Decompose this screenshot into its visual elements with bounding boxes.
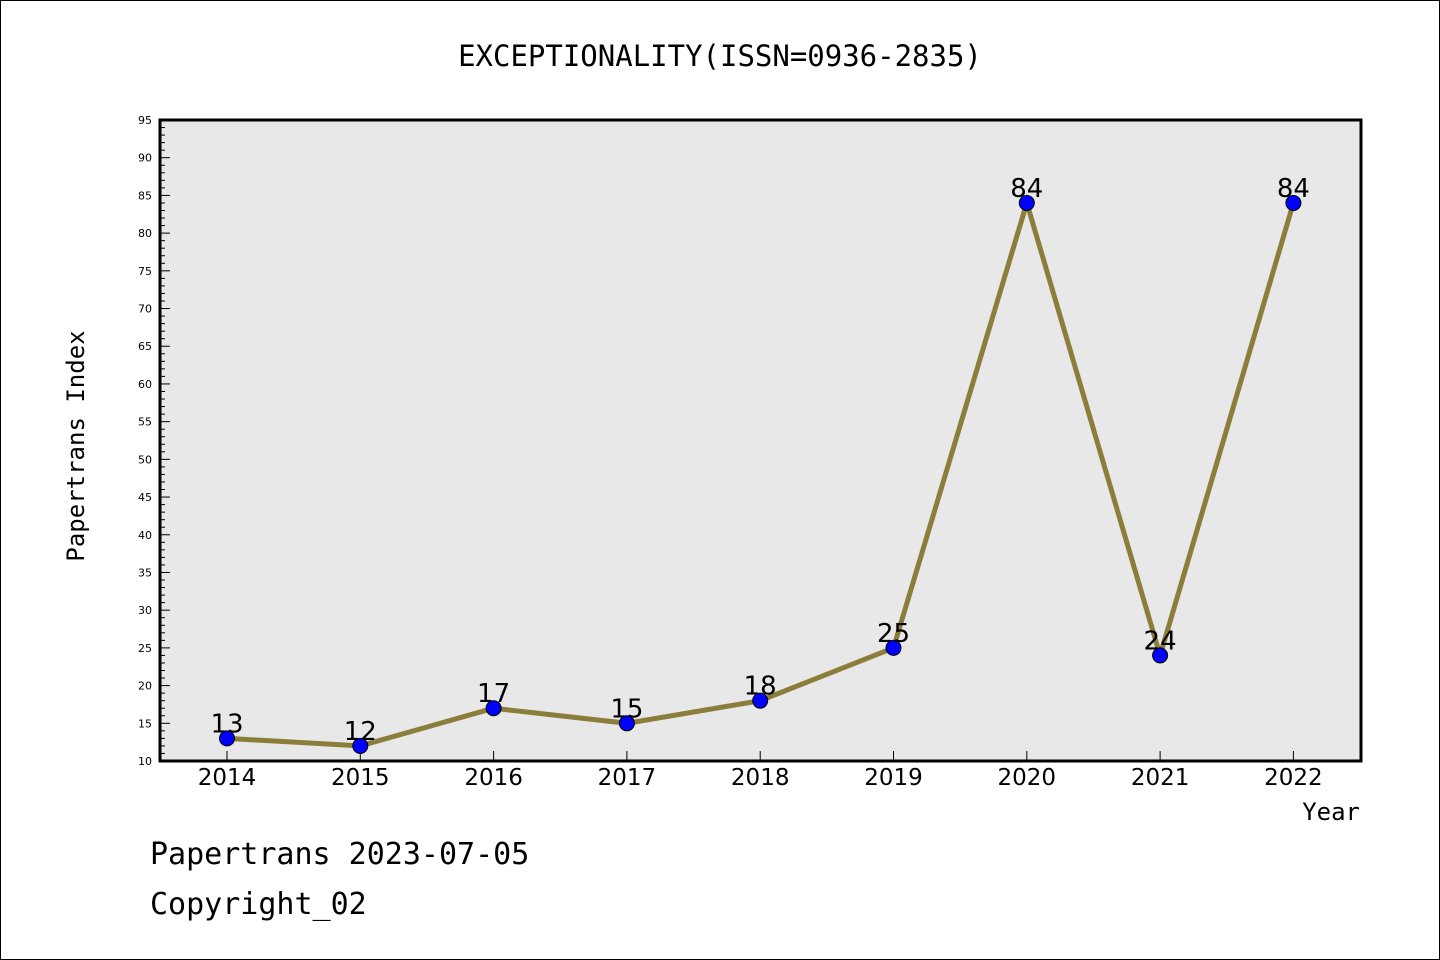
chart-title: EXCEPTIONALITY(ISSN=0936-2835) — [458, 39, 982, 73]
y-tick-label: 40 — [138, 529, 152, 542]
x-tick-label: 2017 — [598, 765, 657, 791]
y-tick-label: 75 — [138, 265, 152, 278]
y-tick-label: 10 — [138, 755, 152, 768]
data-label: 12 — [344, 717, 377, 747]
y-tick-label: 65 — [138, 340, 152, 353]
footer-copyright: Copyright_02 — [150, 887, 367, 922]
y-axis: 10 15 20 25 30 35 40 45 50 55 60 65 70 75 80 85 90 95 — [138, 114, 170, 768]
x-axis: 2014 2015 2016 2017 2018 2019 2020 2021 2022 — [198, 751, 1323, 791]
x-axis-label: Year — [1302, 798, 1360, 826]
data-label: 84 — [1010, 174, 1043, 204]
x-tick-label: 2014 — [198, 765, 257, 791]
data-point — [219, 730, 235, 747]
y-tick-label: 50 — [138, 453, 152, 466]
y-tick-label: 20 — [138, 680, 152, 693]
x-tick-label: 2019 — [864, 765, 923, 791]
data-point — [618, 715, 635, 732]
data-labels: 13 12 17 15 18 25 84 24 84 — [210, 174, 1309, 747]
y-tick-label: 95 — [138, 114, 152, 127]
y-tick-label: 60 — [138, 378, 152, 391]
data-label: 18 — [744, 672, 777, 702]
y-tick-label: 70 — [138, 303, 152, 316]
y-tick-label: 25 — [138, 642, 152, 655]
footer-date: Papertrans 2023-07-05 — [150, 837, 529, 872]
y-tick-label: 85 — [138, 189, 152, 202]
y-tick-label: 55 — [138, 416, 152, 429]
data-point — [1152, 647, 1169, 664]
data-point — [885, 639, 902, 656]
series-layer — [219, 194, 1302, 754]
x-tick-label: 2020 — [998, 765, 1057, 791]
y-tick-label: 90 — [138, 152, 152, 165]
x-tick-label: 2016 — [464, 765, 523, 791]
x-tick-label: 2022 — [1264, 765, 1323, 791]
data-label: 84 — [1277, 174, 1310, 204]
data-point — [752, 692, 769, 709]
data-point — [485, 700, 502, 717]
y-tick-label: 15 — [138, 717, 152, 730]
y-tick-label: 45 — [138, 491, 152, 504]
y-tick-label: 35 — [138, 566, 152, 579]
data-label: 25 — [877, 619, 910, 649]
x-tick-label: 2021 — [1131, 765, 1190, 791]
data-label: 13 — [210, 709, 243, 739]
data-label: 15 — [610, 694, 643, 724]
y-tick-label: 30 — [138, 604, 152, 617]
data-label: 17 — [477, 679, 510, 709]
x-tick-label: 2015 — [331, 765, 390, 791]
x-tick-label: 2018 — [731, 765, 790, 791]
data-label: 24 — [1144, 626, 1177, 656]
plot-area — [158, 118, 1363, 763]
y-axis-label: Papertrans Index — [62, 330, 90, 561]
y-tick-label: 80 — [138, 227, 152, 240]
data-point — [1018, 194, 1035, 211]
data-point — [352, 737, 369, 754]
data-point — [1285, 194, 1302, 211]
